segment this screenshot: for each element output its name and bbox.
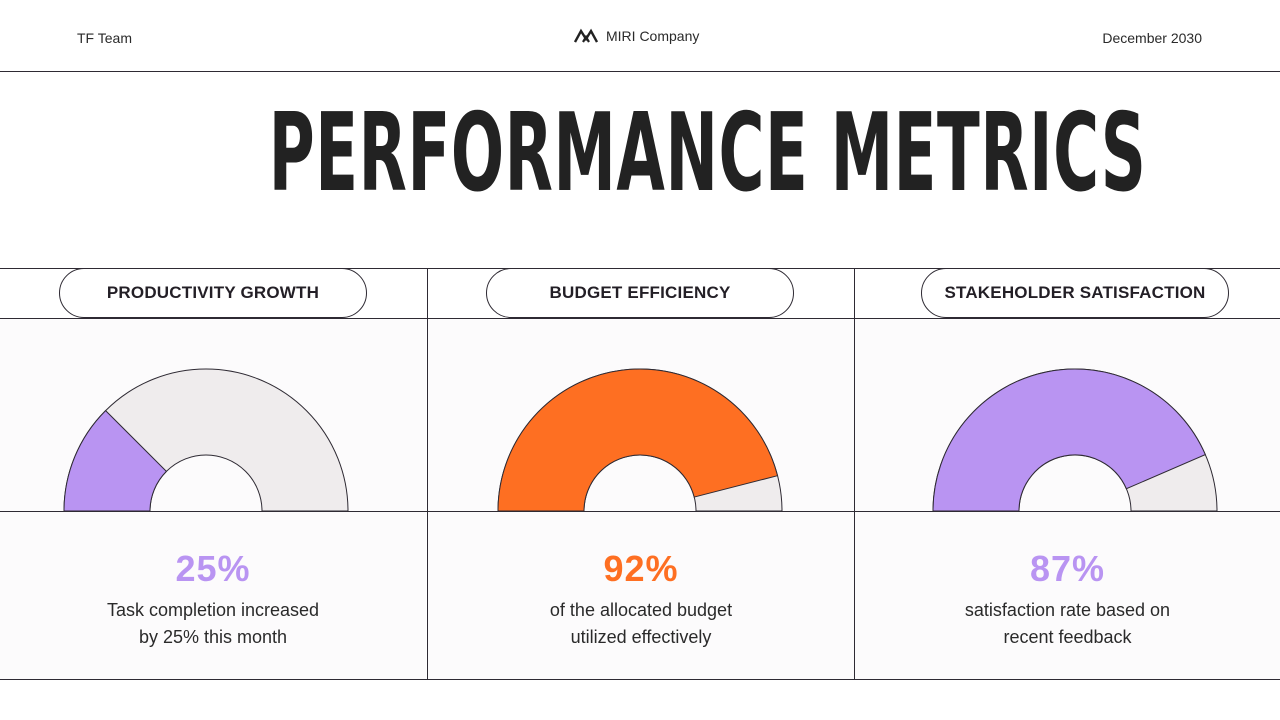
value-productivity-growth: 25% — [175, 548, 251, 589]
desc-line: recent feedback — [1003, 627, 1132, 647]
pill-productivity-growth: PRODUCTIVITY GROWTH — [59, 268, 367, 318]
pill-stakeholder-satisfaction: STAKEHOLDER SATISFACTION — [921, 268, 1229, 318]
desc-line: of the allocated budget — [549, 600, 733, 620]
company-name: MIRI Company — [606, 28, 700, 44]
gauge-fill — [497, 368, 779, 512]
pill-budget-efficiency: BUDGET EFFICIENCY — [486, 268, 794, 318]
gauge-productivity-growth — [63, 368, 349, 512]
desc-line: utilized effectively — [570, 627, 712, 647]
value-stakeholder-satisfaction: 87% — [1029, 548, 1106, 589]
desc-line: Task completion increased — [106, 600, 320, 620]
value-budget-efficiency: 92% — [603, 548, 679, 589]
brand: MIRI Company — [574, 28, 699, 44]
miri-mountain-logo-icon — [574, 28, 598, 43]
desc-budget-efficiency: of the allocated budget utilized effecti… — [428, 597, 854, 651]
grid-line-labels — [0, 318, 1280, 319]
grid-col-divider-1 — [427, 268, 428, 680]
desc-line: by 25% this month — [138, 627, 288, 647]
gauge-fill — [932, 368, 1206, 512]
pill-label: STAKEHOLDER SATISFACTION — [944, 283, 1206, 302]
grid-line-gauges — [0, 511, 1280, 512]
team-label: TF Team — [77, 30, 132, 46]
desc-stakeholder-satisfaction: satisfaction rate based on recent feedba… — [855, 597, 1280, 651]
gauge-stakeholder-satisfaction — [932, 368, 1218, 512]
grid-col-divider-2 — [854, 268, 855, 680]
pill-label: BUDGET EFFICIENCY — [549, 283, 731, 302]
gauge-fill — [63, 409, 168, 512]
date-label: December 2030 — [1102, 30, 1202, 46]
desc-productivity-growth: Task completion increased by 25% this mo… — [0, 597, 426, 651]
pill-label: PRODUCTIVITY GROWTH — [106, 283, 320, 302]
page-title: PERFORMANCE METRICS — [268, 91, 1147, 216]
header-divider — [0, 71, 1280, 72]
gauge-budget-efficiency — [497, 368, 783, 512]
desc-line: satisfaction rate based on — [964, 600, 1171, 620]
grid-line-bottom — [0, 679, 1280, 680]
